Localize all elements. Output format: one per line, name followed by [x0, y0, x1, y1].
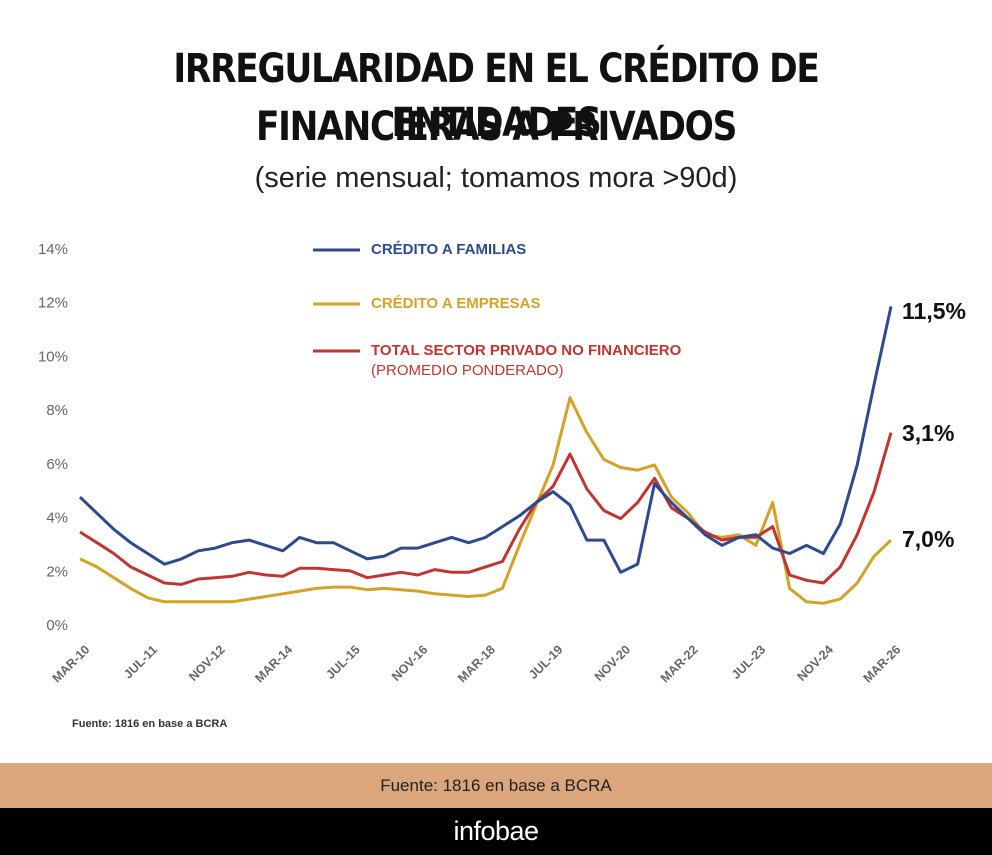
series-line	[79, 432, 893, 586]
title: IRREGULARIDAD EN EL CRÉDITO DE ENTIDADES	[173, 46, 820, 146]
y-tick-label: 4%	[46, 510, 68, 527]
end-label: 11,5%	[902, 298, 966, 324]
legend-note: (PROMEDIO PONDERADO)	[371, 362, 564, 379]
x-tick-label: JUL-23	[729, 643, 768, 682]
series-line	[78, 306, 893, 574]
x-tick-label: NOV-12	[186, 643, 227, 684]
y-tick-label: 0%	[46, 617, 68, 634]
y-tick-label: 6%	[46, 456, 68, 473]
end-label: 7,0%	[902, 526, 954, 552]
x-tick-label: NOV-20	[592, 643, 633, 684]
x-tick-label: JUL-11	[121, 643, 160, 682]
x-tick-label: MAR-26	[861, 643, 904, 686]
end-label: 3,1%	[902, 420, 954, 446]
x-tick-label: MAR-14	[252, 643, 295, 686]
legend-label: CRÉDITO A EMPRESAS	[371, 295, 540, 312]
y-tick-label: 8%	[46, 402, 68, 419]
y-tick-label: 10%	[38, 348, 68, 365]
x-tick-label: JUL-19	[526, 643, 565, 682]
subtitle: (serie mensual; tomamos mora >90d)	[254, 162, 738, 194]
legend-label: CRÉDITO A FAMILIAS	[371, 241, 526, 258]
y-tick-label: 2%	[46, 563, 68, 580]
x-tick-label: MAR-10	[50, 643, 93, 686]
title: FINANCIERAS A PRIVADOS	[255, 104, 737, 150]
x-tick-label: NOV-16	[389, 643, 430, 684]
x-tick-label: MAR-22	[658, 643, 701, 686]
x-tick-label: MAR-18	[455, 643, 498, 686]
x-tick-label: JUL-15	[323, 643, 362, 682]
x-tick-label: NOV-24	[795, 643, 836, 684]
source-banner: Fuente: 1816 en base a BCRA	[0, 763, 992, 808]
y-tick-label: 12%	[38, 295, 68, 312]
y-tick-label: 14%	[38, 241, 68, 258]
logo: infobae	[453, 816, 539, 846]
legend-label: TOTAL SECTOR PRIVADO NO FINANCIERO	[371, 342, 682, 359]
series-line	[79, 396, 893, 605]
footer: infobae	[0, 808, 992, 855]
chart: 0% 2% 4% 6% 8% 10% 12% 14% MAR-10 JUL-11 NOV-12 MAR…	[38, 241, 966, 730]
source-note: Fuente: 1816 en base a BCRA	[72, 718, 227, 730]
